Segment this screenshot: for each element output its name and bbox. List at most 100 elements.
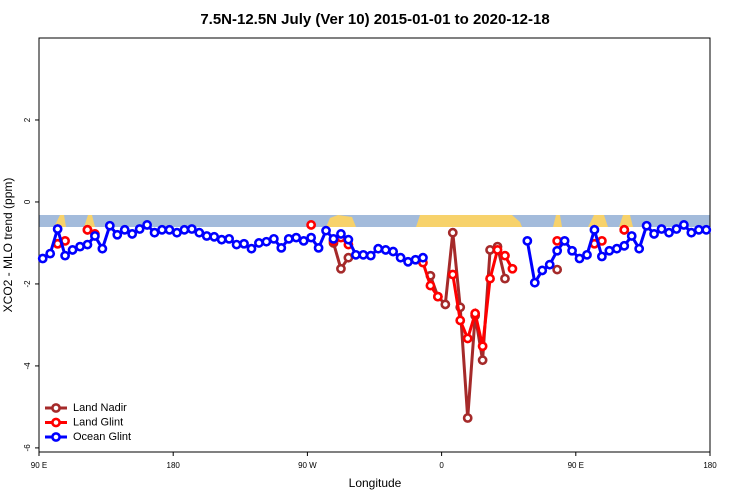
- x-tick-label: 90 E: [568, 461, 584, 470]
- data-point: [552, 236, 563, 246]
- y-axis-label: XCO2 - MLO trend (ppm): [1, 178, 15, 313]
- data-point: [216, 234, 227, 245]
- x-tick-label: 180: [167, 461, 181, 470]
- data-point: [37, 253, 48, 264]
- land-patch: [326, 215, 356, 227]
- data-point: [507, 263, 518, 274]
- legend-label: Ocean Glint: [73, 431, 131, 443]
- data-point: [470, 308, 481, 319]
- data-point: [462, 333, 473, 344]
- data-point: [142, 220, 153, 230]
- series-line: [58, 230, 625, 346]
- data-point: [634, 243, 645, 254]
- data-point: [343, 234, 354, 245]
- data-point: [328, 233, 339, 244]
- plot-frame: [38, 37, 711, 453]
- data-point: [641, 220, 652, 231]
- data-point: [485, 245, 495, 255]
- data-point: [104, 220, 115, 231]
- data-point: [231, 239, 242, 250]
- data-point: [60, 250, 70, 261]
- y-tick-label: -2: [23, 280, 32, 288]
- data-point: [90, 231, 100, 241]
- land-patch: [54, 215, 66, 227]
- data-point: [336, 229, 346, 239]
- data-point: [619, 240, 630, 251]
- data-point: [477, 341, 488, 352]
- y-tick-label: 0: [23, 199, 32, 204]
- surface-band: [39, 215, 710, 227]
- data-point: [306, 220, 317, 230]
- data-point: [380, 245, 391, 255]
- data-point: [529, 277, 540, 288]
- data-point: [649, 229, 659, 239]
- data-point: [388, 246, 399, 257]
- data-point: [701, 224, 712, 235]
- data-point: [343, 252, 354, 263]
- data-point: [119, 224, 130, 235]
- data-point: [149, 227, 160, 238]
- y-tick-label: -4: [23, 362, 32, 370]
- data-point: [134, 224, 145, 234]
- data-point: [619, 224, 630, 235]
- data-point: [522, 236, 533, 246]
- legend-marker: [51, 417, 61, 428]
- data-point: [462, 413, 473, 423]
- data-point: [589, 224, 600, 235]
- data-point: [164, 224, 175, 235]
- data-point: [537, 265, 548, 276]
- data-point: [201, 231, 212, 241]
- data-point: [254, 238, 264, 248]
- data-point: [157, 224, 167, 235]
- data-point: [492, 245, 503, 255]
- data-point: [261, 236, 272, 247]
- data-point: [604, 245, 615, 256]
- data-point: [574, 253, 585, 264]
- data-point: [172, 227, 182, 238]
- data-point: [209, 231, 220, 242]
- x-axis-label: Longitude: [349, 476, 402, 490]
- data-point: [395, 252, 406, 263]
- data-point: [336, 263, 346, 274]
- data-point: [179, 224, 190, 235]
- legend-marker: [51, 403, 61, 413]
- data-point: [112, 229, 123, 240]
- data-point: [373, 243, 384, 254]
- data-point: [97, 243, 108, 254]
- ocean-band: [39, 215, 710, 227]
- x-tick-label: 180: [703, 461, 717, 470]
- data-point: [552, 264, 563, 275]
- land-patch: [619, 215, 633, 227]
- data-point: [313, 242, 324, 253]
- y-tick-label: -6: [23, 444, 32, 452]
- data-point: [67, 245, 78, 255]
- data-point: [410, 254, 421, 265]
- x-tick-label: 90 W: [298, 461, 317, 470]
- data-point: [686, 227, 697, 238]
- data-point: [418, 252, 428, 263]
- data-point: [298, 236, 309, 246]
- legend-label: Land Nadir: [73, 402, 127, 414]
- legend-marker: [51, 432, 61, 442]
- data-point: [82, 239, 93, 250]
- data-point: [276, 242, 287, 253]
- data-point: [432, 291, 443, 302]
- data-point: [664, 227, 674, 238]
- data-point: [552, 245, 563, 256]
- data-point: [45, 248, 56, 259]
- data-point: [246, 243, 257, 254]
- data-point: [611, 243, 622, 254]
- data-point: [485, 273, 495, 284]
- data-point: [440, 299, 451, 310]
- land-patch: [588, 215, 608, 227]
- data-point: [693, 224, 704, 235]
- data-point: [75, 241, 85, 252]
- data-point: [567, 245, 577, 256]
- x-tick-label: 90 E: [31, 461, 47, 470]
- data-point: [194, 227, 205, 238]
- legend-label: Land Glint: [73, 416, 123, 428]
- data-point: [186, 224, 197, 234]
- data-point: [127, 229, 138, 239]
- data-point: [425, 280, 436, 291]
